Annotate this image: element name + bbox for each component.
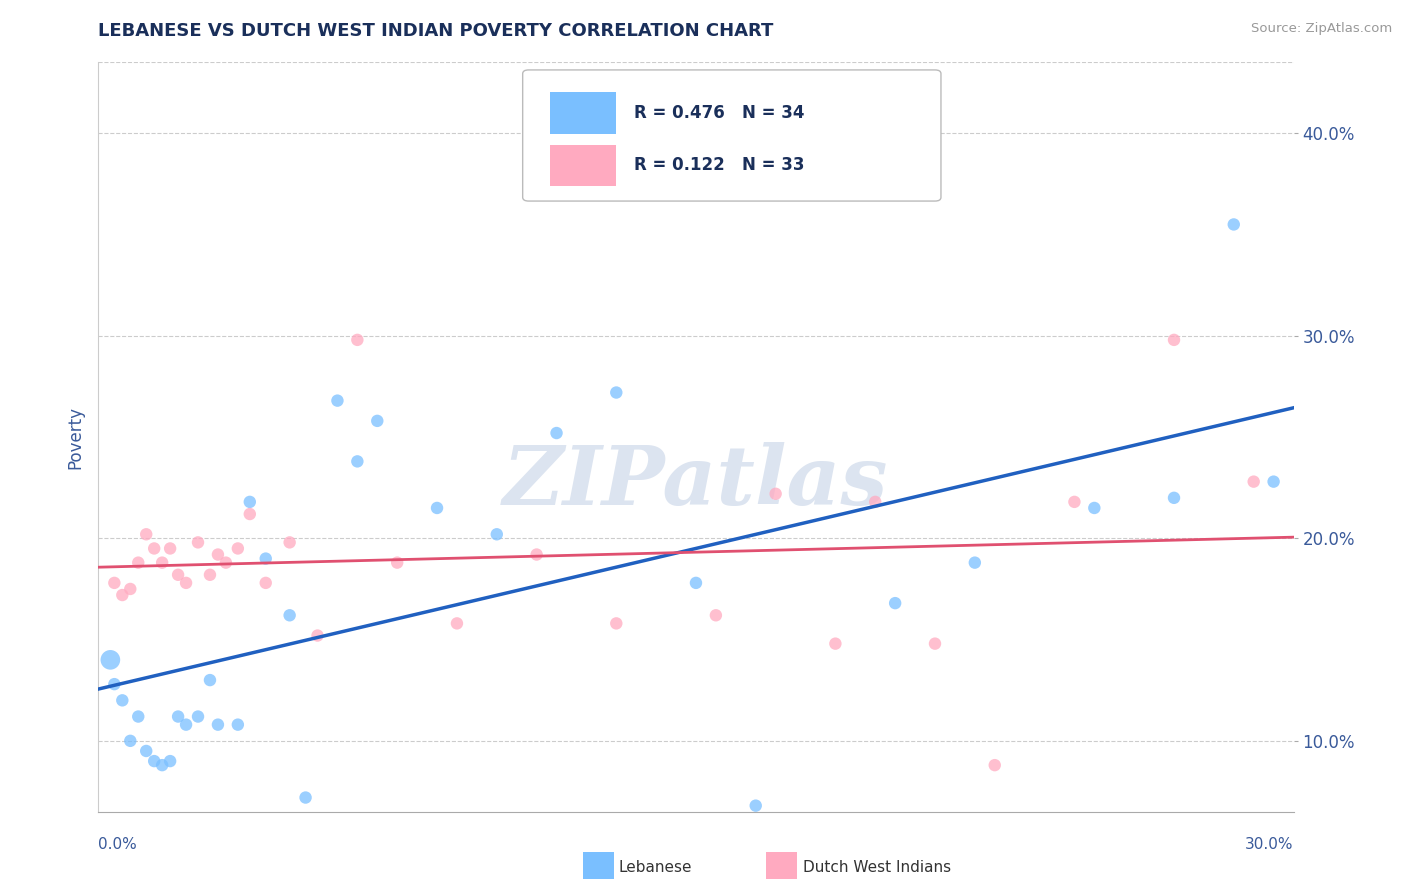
- Point: [135, 527, 157, 541]
- Point: [765, 487, 787, 501]
- Point: [685, 575, 707, 590]
- Point: [143, 754, 166, 768]
- Point: [215, 556, 238, 570]
- Point: [366, 414, 388, 428]
- Point: [307, 628, 329, 642]
- Point: [254, 575, 277, 590]
- Point: [605, 385, 627, 400]
- Point: [111, 693, 134, 707]
- Point: [135, 744, 157, 758]
- Point: [485, 527, 508, 541]
- Point: [346, 333, 368, 347]
- Point: [174, 717, 197, 731]
- Point: [226, 541, 249, 556]
- Point: [526, 548, 548, 562]
- Point: [863, 495, 886, 509]
- Point: [120, 582, 142, 596]
- Text: LEBANESE VS DUTCH WEST INDIAN POVERTY CORRELATION CHART: LEBANESE VS DUTCH WEST INDIAN POVERTY CO…: [98, 22, 773, 40]
- Point: [326, 393, 349, 408]
- Point: [120, 734, 142, 748]
- FancyBboxPatch shape: [523, 70, 941, 201]
- Point: [1083, 500, 1105, 515]
- Point: [103, 575, 125, 590]
- Point: [278, 535, 301, 549]
- Point: [924, 637, 946, 651]
- Point: [1243, 475, 1265, 489]
- Point: [103, 677, 125, 691]
- Point: [111, 588, 134, 602]
- Text: R = 0.122   N = 33: R = 0.122 N = 33: [634, 156, 804, 175]
- Point: [167, 709, 190, 723]
- Point: [983, 758, 1005, 772]
- Point: [159, 541, 181, 556]
- Point: [254, 551, 277, 566]
- Point: [150, 556, 173, 570]
- Point: [346, 454, 368, 468]
- Point: [127, 709, 149, 723]
- Point: [174, 575, 197, 590]
- Point: [98, 653, 122, 667]
- Text: Lebanese: Lebanese: [619, 860, 692, 874]
- Text: R = 0.476   N = 34: R = 0.476 N = 34: [634, 104, 804, 122]
- Y-axis label: Poverty: Poverty: [66, 406, 84, 468]
- Point: [167, 567, 190, 582]
- Text: Dutch West Indians: Dutch West Indians: [803, 860, 950, 874]
- Point: [824, 637, 846, 651]
- Point: [1263, 475, 1285, 489]
- Point: [198, 567, 221, 582]
- Point: [385, 556, 409, 570]
- Point: [239, 495, 262, 509]
- Point: [446, 616, 468, 631]
- Point: [207, 548, 229, 562]
- Point: [1163, 491, 1185, 505]
- Text: ZIPatlas: ZIPatlas: [503, 442, 889, 522]
- Point: [546, 425, 568, 440]
- Point: [187, 535, 209, 549]
- Point: [278, 608, 301, 623]
- FancyBboxPatch shape: [550, 145, 616, 186]
- Point: [1222, 218, 1246, 232]
- Text: Source: ZipAtlas.com: Source: ZipAtlas.com: [1251, 22, 1392, 36]
- Point: [207, 717, 229, 731]
- Point: [745, 798, 768, 813]
- Point: [198, 673, 221, 687]
- Point: [426, 500, 449, 515]
- Text: 0.0%: 0.0%: [98, 838, 138, 852]
- FancyBboxPatch shape: [550, 93, 616, 134]
- Point: [143, 541, 166, 556]
- Point: [127, 556, 149, 570]
- Point: [605, 616, 627, 631]
- Point: [963, 556, 986, 570]
- Point: [1063, 495, 1085, 509]
- Point: [1163, 333, 1185, 347]
- Point: [187, 709, 209, 723]
- Text: 30.0%: 30.0%: [1246, 838, 1294, 852]
- Point: [150, 758, 173, 772]
- Point: [159, 754, 181, 768]
- Point: [239, 507, 262, 521]
- Point: [294, 790, 316, 805]
- Point: [884, 596, 907, 610]
- Point: [226, 717, 249, 731]
- Point: [704, 608, 727, 623]
